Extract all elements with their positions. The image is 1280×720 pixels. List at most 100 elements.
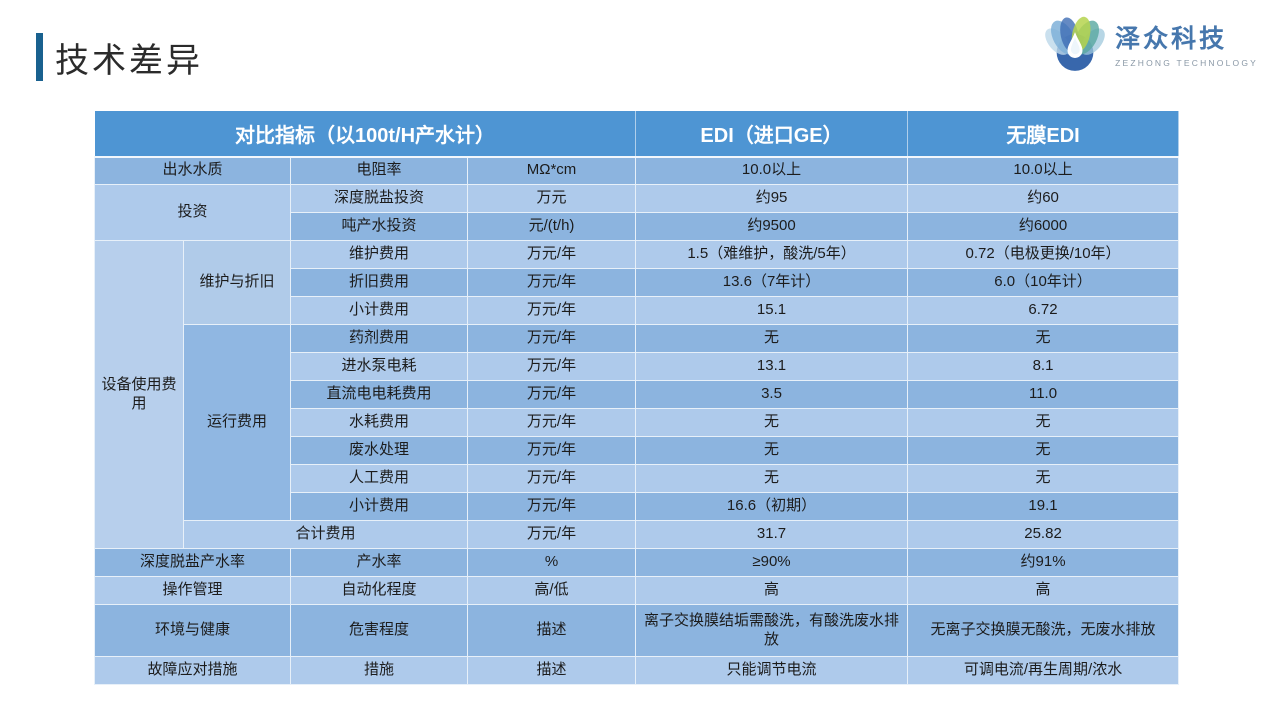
cell-item: 措施 [290,656,468,685]
logo-company-name-en: ZEZHONG TECHNOLOGY [1115,57,1258,68]
cell-item-total: 合计费用 [183,520,468,549]
cell-value-wmedi: 无 [907,436,1180,465]
cell-value-edi: 1.5（难维护，酸洗/5年） [635,240,909,269]
cell-value-wmedi: 无 [907,324,1180,353]
table-row: 直流电电耗费用 万元/年 3.5 11.0 [95,380,1180,409]
cell-unit: 万元/年 [466,352,637,381]
cell-value-edi: 无 [635,324,909,353]
table-row: 故障应对措施 措施 描述 只能调节电流 可调电流/再生周期/浓水 [94,656,1180,685]
cell-item: 废水处理 [290,436,468,465]
cell-value-wmedi: 高 [907,576,1180,605]
table-row: 投资 深度脱盐投资 万元 约95 约60 [94,184,1180,241]
cell-value-wmedi: 8.1 [907,352,1180,381]
cell-unit: 万元/年 [466,408,637,437]
table-row: 水耗费用 万元/年 无 无 [95,408,1180,437]
cell-category: 投资 [94,184,291,241]
cell-category: 设备使用费用 [94,240,184,549]
cell-unit: 万元 [466,184,637,213]
cell-value-edi: 10.0以上 [635,156,909,185]
page-title: 技术差异 [55,42,203,80]
cell-unit: 万元/年 [466,436,637,465]
cell-unit: 万元/年 [466,324,637,353]
cell-item: 折旧费用 [290,268,468,297]
cell-unit: 万元/年 [466,380,637,409]
table-row: 吨产水投资 元/(t/h) 约9500 约6000 [95,212,1180,241]
cell-value-wmedi: 约60 [907,184,1180,213]
cell-item: 产水率 [290,548,468,577]
cell-value-edi: 约95 [635,184,909,213]
cell-value-edi: 13.6（7年计） [635,268,909,297]
cell-value-edi: 无 [635,436,909,465]
cell-value-wmedi: 约91% [907,548,1180,577]
cell-item: 危害程度 [290,604,468,657]
company-logo: 泽众科技 ZEZHONG TECHNOLOGY [1041,8,1258,78]
cell-value-edi: 15.1 [635,296,909,325]
table-header-row: 对比指标（以100t/H产水计） EDI（进口GE） 无膜EDI [93,110,1180,158]
table-row: 小计费用 万元/年 16.6（初期） 19.1 [95,492,1180,521]
cell-category: 操作管理 [94,576,291,605]
table-row: 出水水质 电阻率 MΩ*cm 10.0以上 10.0以上 [94,156,1180,185]
cell-value-wmedi: 可调电流/再生周期/浓水 [907,656,1180,685]
cell-item: 人工费用 [290,464,468,493]
cell-unit: 万元/年 [466,492,637,521]
cell-value-wmedi: 无 [907,464,1180,493]
cell-item: 吨产水投资 [290,212,468,241]
cell-value-edi: 离子交换膜结垢需酸洗，有酸洗废水排放 [635,604,909,657]
cell-category: 故障应对措施 [94,656,291,685]
header-edi: EDI（进口GE） [635,110,909,158]
cell-item: 直流电电耗费用 [290,380,468,409]
cell-category: 环境与健康 [94,604,291,657]
table-row: 深度脱盐产水率 产水率 % ≥90% 约91% [94,548,1180,577]
cell-value-edi: 13.1 [635,352,909,381]
cell-unit: 万元/年 [466,268,637,297]
cell-item: 药剂费用 [290,324,468,353]
cell-item: 水耗费用 [290,408,468,437]
table-row: 环境与健康 危害程度 描述 离子交换膜结垢需酸洗，有酸洗废水排放 无离子交换膜无… [94,604,1180,657]
cell-group: 维护与折旧 [183,240,291,325]
table-row: 人工费用 万元/年 无 无 [95,464,1180,493]
cell-group: 运行费用 [183,324,291,521]
table-row: 进水泵电耗 万元/年 13.1 8.1 [95,352,1180,381]
cell-value-edi: 只能调节电流 [635,656,909,685]
logo-company-name: 泽众科技 [1115,24,1228,53]
header-wmedi: 无膜EDI [907,110,1180,158]
cell-unit: MΩ*cm [466,156,637,185]
cell-unit: 万元/年 [466,296,637,325]
cell-unit: 元/(t/h) [466,212,637,241]
cell-value-edi: 3.5 [635,380,909,409]
cell-value-wmedi: 10.0以上 [907,156,1180,185]
cell-unit: % [466,548,637,577]
cell-value-wmedi: 6.0（10年计） [907,268,1180,297]
header-compare-metric: 对比指标（以100t/H产水计） [93,110,637,158]
cell-value-wmedi: 0.72（电极更换/10年） [907,240,1180,269]
cell-value-wmedi: 19.1 [907,492,1180,521]
cell-item: 小计费用 [290,296,468,325]
cell-value-edi: ≥90% [635,548,909,577]
cell-unit: 万元/年 [466,240,637,269]
table-row: 运行费用 药剂费用 万元/年 无 无 [95,324,1180,521]
comparison-table: 对比指标（以100t/H产水计） EDI（进口GE） 无膜EDI 出水水质 电阻… [93,110,1180,685]
cell-category: 出水水质 [94,156,291,185]
table-row: 操作管理 自动化程度 高/低 高 高 [94,576,1180,605]
cell-unit: 描述 [466,656,637,685]
cell-value-edi: 无 [635,464,909,493]
cell-unit: 万元/年 [466,520,637,549]
cell-value-wmedi: 11.0 [907,380,1180,409]
table-row: 折旧费用 万元/年 13.6（7年计） 6.0（10年计） [95,268,1180,297]
cell-value-edi: 31.7 [635,520,909,549]
table-row: 废水处理 万元/年 无 无 [95,436,1180,465]
cell-item: 电阻率 [290,156,468,185]
logo-text: 泽众科技 ZEZHONG TECHNOLOGY [1115,19,1258,68]
cell-unit: 高/低 [466,576,637,605]
cell-item: 小计费用 [290,492,468,521]
cell-unit: 万元/年 [466,464,637,493]
cell-category: 深度脱盐产水率 [94,548,291,577]
cell-value-wmedi: 6.72 [907,296,1180,325]
cell-value-edi: 约9500 [635,212,909,241]
table-row: 设备使用费用 维护与折旧 维护费用 万元/年 1.5（难维护，酸洗/5年） 0.… [94,240,1180,549]
title-accent-bar [36,33,43,81]
cell-item: 进水泵电耗 [290,352,468,381]
cell-item: 自动化程度 [290,576,468,605]
cell-value-wmedi: 25.82 [907,520,1180,549]
cell-value-wmedi: 无离子交换膜无酸洗，无废水排放 [907,604,1180,657]
